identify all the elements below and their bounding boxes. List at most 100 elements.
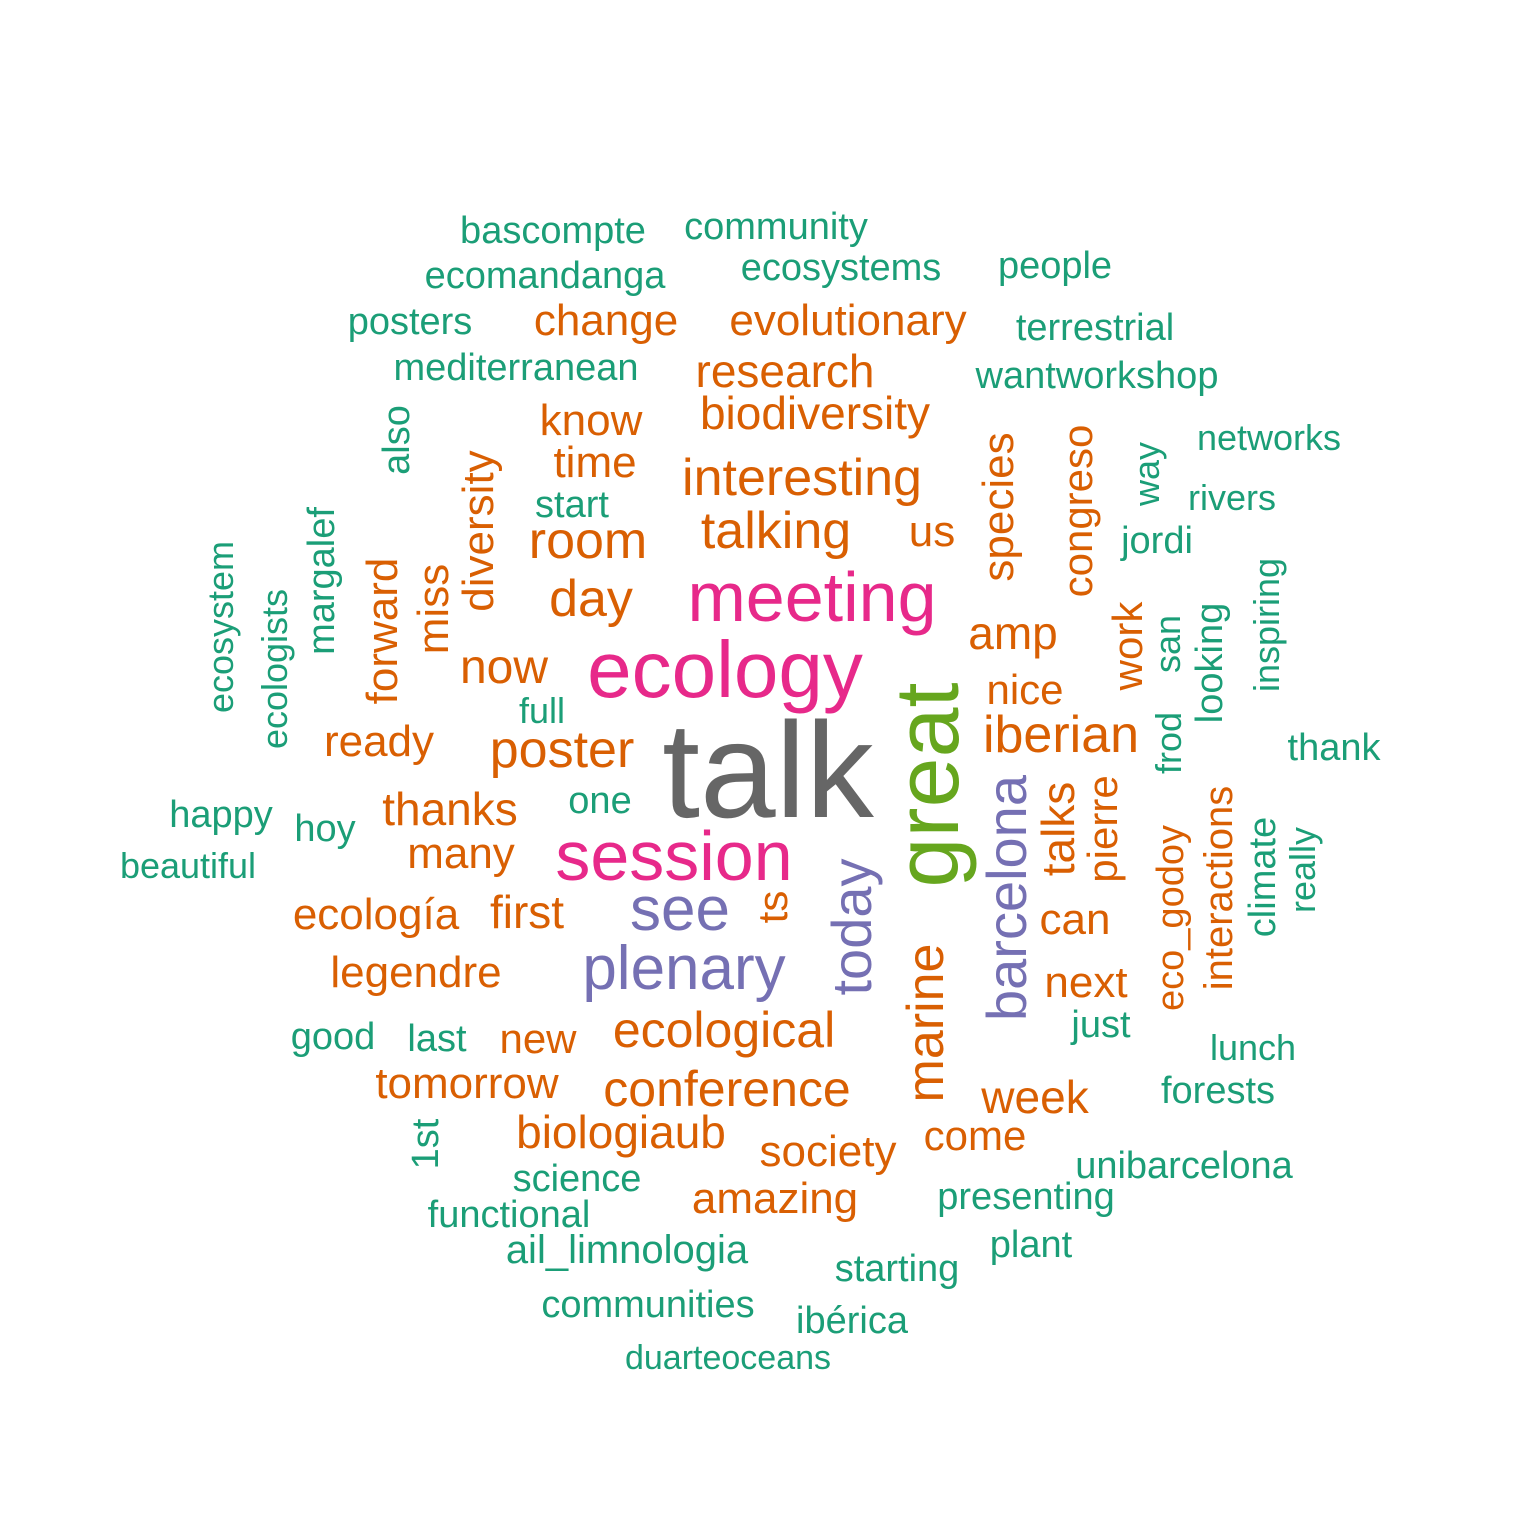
word: society bbox=[759, 1127, 897, 1176]
word: amazing bbox=[691, 1174, 859, 1223]
word: congreso bbox=[1054, 424, 1101, 598]
word: work bbox=[1104, 601, 1151, 691]
word: ecology bbox=[587, 625, 863, 714]
word: communities bbox=[541, 1284, 755, 1326]
word: lunch bbox=[1209, 1027, 1297, 1068]
word: evolutionary bbox=[729, 296, 967, 345]
word: interactions bbox=[1197, 785, 1241, 991]
word: presenting bbox=[937, 1176, 1115, 1218]
word: bascompte bbox=[460, 210, 646, 252]
word: starting bbox=[834, 1248, 960, 1290]
word: ecologists bbox=[254, 588, 295, 750]
word: talking bbox=[700, 502, 852, 560]
word: mediterranean bbox=[393, 347, 639, 389]
word: rivers bbox=[1188, 477, 1276, 518]
word: good bbox=[290, 1016, 376, 1058]
word: conference bbox=[603, 1061, 851, 1117]
word: one bbox=[568, 780, 632, 822]
word: see bbox=[630, 875, 730, 944]
word: day bbox=[549, 570, 633, 628]
word: full bbox=[518, 690, 566, 731]
word: beautiful bbox=[119, 845, 257, 886]
word: san bbox=[1147, 614, 1188, 674]
word: marine bbox=[897, 943, 955, 1103]
word: today bbox=[820, 858, 883, 996]
word: ecología bbox=[292, 890, 460, 939]
word: posters bbox=[347, 301, 473, 343]
word: last bbox=[407, 1018, 467, 1060]
word: now bbox=[459, 641, 549, 694]
word: ecosystems bbox=[740, 247, 942, 289]
word: us bbox=[908, 507, 956, 556]
word: poster bbox=[489, 721, 635, 779]
word: pierre bbox=[1079, 775, 1126, 883]
word: forests bbox=[1160, 1070, 1276, 1112]
word: plant bbox=[989, 1224, 1073, 1266]
word: ecomandanga bbox=[424, 255, 666, 297]
word: really bbox=[1282, 826, 1323, 914]
word: wantworkshop bbox=[975, 355, 1219, 397]
word: forward bbox=[358, 557, 407, 705]
word: way bbox=[1126, 441, 1167, 507]
word: species bbox=[974, 432, 1023, 582]
word: functional bbox=[427, 1194, 591, 1236]
word: ecological bbox=[612, 1002, 836, 1058]
word: many bbox=[407, 829, 515, 878]
word: biologiaub bbox=[516, 1106, 726, 1158]
word: meeting bbox=[687, 558, 937, 636]
word: talk bbox=[662, 694, 874, 846]
word: community bbox=[684, 206, 868, 248]
word: just bbox=[1071, 1004, 1131, 1046]
word: networks bbox=[1196, 417, 1342, 458]
word: biodiversity bbox=[699, 387, 931, 439]
word: frod bbox=[1148, 711, 1189, 775]
word: change bbox=[533, 296, 679, 345]
word: diversity bbox=[454, 450, 503, 612]
word: talks bbox=[1032, 781, 1084, 877]
word: barcelona bbox=[975, 775, 1038, 1021]
word: session bbox=[555, 817, 793, 895]
word: iberian bbox=[982, 706, 1140, 764]
word: people bbox=[997, 245, 1113, 287]
word: inspiring bbox=[1246, 557, 1287, 693]
word: duarteoceans bbox=[624, 1339, 832, 1377]
word: happy bbox=[169, 794, 273, 836]
word: nice bbox=[986, 666, 1064, 713]
word: start bbox=[535, 484, 609, 526]
word: miss bbox=[409, 563, 458, 655]
word: week bbox=[981, 1071, 1089, 1123]
word: research bbox=[695, 345, 875, 397]
word: come bbox=[923, 1112, 1027, 1159]
word: thank bbox=[1287, 727, 1381, 769]
word: 1st bbox=[405, 1118, 447, 1170]
word: ready bbox=[323, 717, 435, 766]
word: amp bbox=[968, 607, 1058, 659]
word: looking bbox=[1189, 602, 1231, 724]
word: time bbox=[553, 438, 637, 487]
word: hoy bbox=[294, 808, 356, 850]
word: also bbox=[376, 405, 418, 475]
word: jordi bbox=[1121, 520, 1193, 562]
word: can bbox=[1039, 895, 1111, 944]
word: ts bbox=[749, 890, 796, 924]
word: first bbox=[489, 886, 565, 938]
word: ail_limnologia bbox=[505, 1228, 749, 1272]
word: thanks bbox=[382, 783, 518, 835]
word: margalef bbox=[301, 507, 343, 655]
word: tomorrow bbox=[375, 1059, 559, 1108]
word: climate bbox=[1242, 816, 1284, 938]
word: eco_godoy bbox=[1150, 825, 1192, 1011]
word: science bbox=[512, 1158, 642, 1200]
word: interesting bbox=[682, 449, 922, 507]
word: new bbox=[499, 1015, 577, 1062]
word: great bbox=[878, 682, 978, 888]
word: terrestrial bbox=[1015, 307, 1175, 349]
word: next bbox=[1044, 958, 1128, 1007]
word: plenary bbox=[582, 934, 786, 1003]
word: know bbox=[539, 396, 643, 445]
word: legendre bbox=[330, 948, 502, 997]
word: room bbox=[528, 512, 648, 570]
word: ecosystem bbox=[200, 540, 241, 714]
word: unibarcelona bbox=[1075, 1145, 1293, 1187]
